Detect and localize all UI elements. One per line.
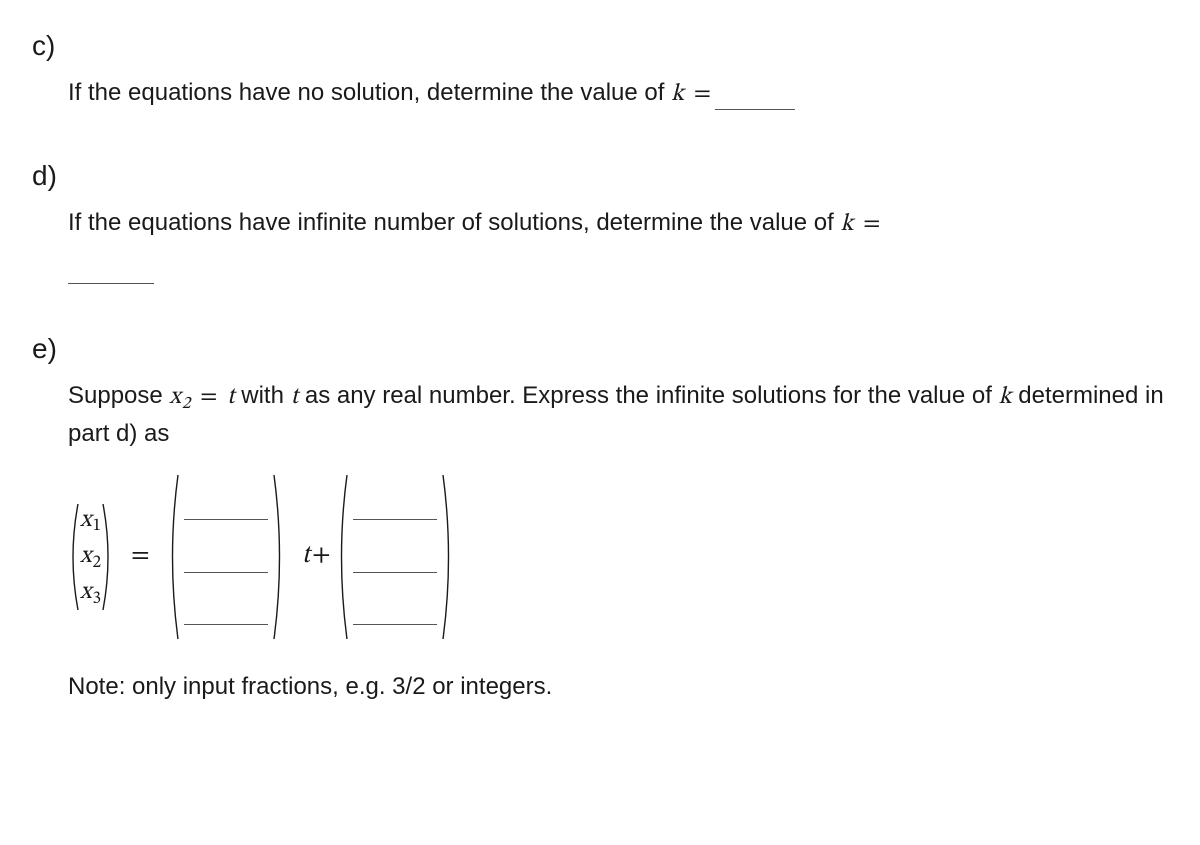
k-no-solution-input[interactable] [715, 78, 795, 110]
coeff-vector-t [178, 472, 274, 642]
lparen-icon [66, 502, 80, 612]
coeff-t-row3-input[interactable] [184, 593, 268, 625]
e-text-d: as any real number. Express the infinite… [298, 382, 998, 409]
x-vector: x1 x2 x3 [78, 502, 103, 612]
equals-sign: = [684, 82, 715, 106]
const-vector [347, 472, 443, 642]
var-k2: k [999, 385, 1012, 409]
var-k: k [671, 82, 684, 106]
part-c-text: If the equations have no solution, deter… [68, 79, 671, 106]
eq-sign: = [190, 385, 227, 409]
rparen-icon [101, 502, 115, 612]
part-c-label: c) [32, 30, 1170, 62]
lparen-icon [166, 472, 180, 642]
equals-op: = [117, 538, 164, 576]
var-k: k [840, 212, 853, 236]
k-infinite-input[interactable] [68, 252, 154, 284]
x1-label: x1 [80, 508, 101, 536]
part-e-body: Suppose x2 = t with t as any real number… [68, 379, 1170, 704]
const-row3-input[interactable] [353, 593, 437, 625]
part-d-text: If the equations have infinite number of… [68, 209, 840, 236]
coeff-t-row1-input[interactable] [184, 488, 268, 520]
part-e-label: e) [32, 333, 1170, 365]
fraction-note: Note: only input fractions, e.g. 3/2 or … [68, 670, 1170, 705]
lparen-icon [335, 472, 349, 642]
e-text-c: with [235, 382, 291, 409]
const-row1-input[interactable] [353, 488, 437, 520]
x3-label: x3 [80, 580, 101, 608]
equals-sign: = [854, 212, 885, 236]
t-plus: t+ [288, 538, 337, 576]
vector-equation: x1 x2 x3 = t+ [68, 472, 1170, 642]
var-x: x [169, 385, 181, 409]
coeff-t-row2-input[interactable] [184, 541, 268, 573]
var-t: t [227, 385, 235, 409]
part-c-body: If the equations have no solution, deter… [68, 76, 1170, 112]
x2-label: x2 [80, 544, 101, 572]
part-d-label: d) [32, 160, 1170, 192]
part-d-body: If the equations have infinite number of… [68, 206, 1170, 285]
e-text-a: Suppose [68, 382, 169, 409]
rparen-icon [272, 472, 286, 642]
const-row2-input[interactable] [353, 541, 437, 573]
rparen-icon [441, 472, 455, 642]
